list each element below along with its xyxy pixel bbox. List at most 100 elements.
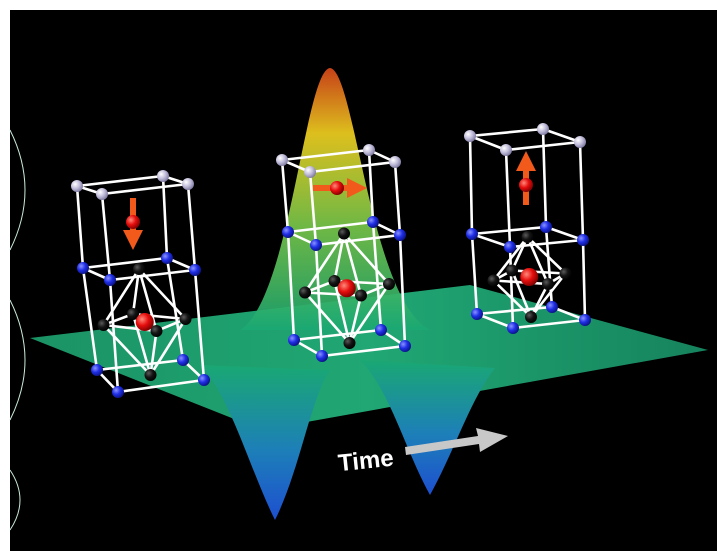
lattice-rod <box>81 266 99 372</box>
red-atom <box>520 268 539 286</box>
blue-atom <box>504 241 516 253</box>
lattice-rod <box>511 318 587 330</box>
crystal-group <box>71 123 591 398</box>
lattice-rod <box>308 170 318 247</box>
blue-atom <box>546 301 558 313</box>
lattice-rod <box>468 127 545 138</box>
black-atom <box>343 337 356 349</box>
lavender-atom <box>574 136 586 148</box>
lavender-atom <box>537 123 549 135</box>
lattice-rod <box>510 269 567 275</box>
lattice-rod <box>470 225 548 236</box>
blue-atom <box>104 274 116 286</box>
lavender-atom <box>157 170 169 182</box>
black-atom <box>328 275 341 287</box>
blue-atom <box>112 386 124 398</box>
blue-atom <box>375 324 387 336</box>
black-atom <box>559 267 572 280</box>
lattice-rod <box>371 220 383 332</box>
lattice-rod <box>193 268 206 382</box>
spin-arrow-head <box>516 151 536 171</box>
lavender-atom <box>500 144 512 156</box>
blue-atom <box>316 350 328 362</box>
lattice-rod <box>292 328 383 342</box>
black-atom <box>144 369 157 381</box>
lattice-rod <box>529 282 550 319</box>
lavender-atom <box>96 188 108 200</box>
blue-atom <box>198 374 210 386</box>
lattice-rod <box>303 291 351 345</box>
lattice-rod <box>510 235 529 272</box>
blue-atom <box>177 354 189 366</box>
decorative-arc <box>9 299 26 421</box>
lattice-rod <box>102 323 152 377</box>
lattice-rod <box>541 127 582 144</box>
lattice-rod <box>333 279 351 345</box>
decorative-arc <box>9 469 21 531</box>
lattice-rod <box>100 182 190 196</box>
black-atom <box>97 319 110 331</box>
black-atom <box>383 278 395 290</box>
lattice-rod <box>504 140 582 152</box>
lattice-rod <box>320 344 407 358</box>
black-atom <box>506 264 518 277</box>
lattice-rod <box>314 233 402 247</box>
black-atom <box>355 289 367 302</box>
lattice-rod <box>137 267 187 321</box>
lattice-rod <box>468 134 508 152</box>
lattice-rod <box>308 160 397 174</box>
lattice-rod <box>367 148 375 224</box>
lattice-rod <box>348 294 363 345</box>
blue-atom <box>77 262 89 274</box>
lattice-rod <box>492 279 550 286</box>
black-atom <box>299 286 311 299</box>
blue-atom <box>189 264 201 276</box>
lattice-rod <box>393 160 402 237</box>
lattice-rod <box>342 232 391 286</box>
lattice-rod <box>475 312 515 330</box>
lavender-atom <box>276 154 288 166</box>
blue-atom <box>466 228 478 240</box>
lattice-rod <box>186 182 197 272</box>
blue-atom <box>577 234 589 246</box>
lattice-rod <box>280 148 371 162</box>
blue-atom <box>310 239 322 251</box>
surface-trough-right <box>360 360 495 495</box>
black-atom <box>127 308 139 320</box>
lavender-atom <box>464 130 476 142</box>
lattice-rod <box>286 220 375 234</box>
blue-atom <box>394 229 406 241</box>
lattice-rod <box>348 282 391 345</box>
blue-atom <box>91 364 103 376</box>
blue-atom <box>161 252 173 264</box>
lattice-rod <box>108 268 197 282</box>
lattice-rod <box>149 329 158 377</box>
black-atom <box>542 278 554 290</box>
decorative-arc <box>9 129 26 251</box>
lattice-rod <box>286 230 296 342</box>
lattice-rod <box>81 256 169 270</box>
lattice-rod <box>492 235 529 282</box>
lattice-rod <box>314 243 324 358</box>
lattice-rod <box>468 134 474 236</box>
spin-arrow-head <box>347 178 367 198</box>
lattice-rod <box>75 184 85 270</box>
lavender-atom <box>71 180 83 192</box>
lattice-rod <box>581 238 587 322</box>
lavender-atom <box>182 178 194 190</box>
blue-atom <box>507 322 519 334</box>
surface-trough-left <box>200 365 330 520</box>
blue-atom <box>288 334 300 346</box>
black-atom <box>487 274 500 287</box>
lattice-rod <box>578 140 585 242</box>
black-atom <box>521 231 534 243</box>
red-atom <box>337 279 356 298</box>
spin-atom <box>126 215 140 229</box>
black-atom <box>338 227 350 240</box>
lattice-rod <box>526 235 550 286</box>
lattice-rod <box>492 279 533 319</box>
lattice-rod <box>470 232 512 249</box>
spin-atom <box>519 178 533 192</box>
